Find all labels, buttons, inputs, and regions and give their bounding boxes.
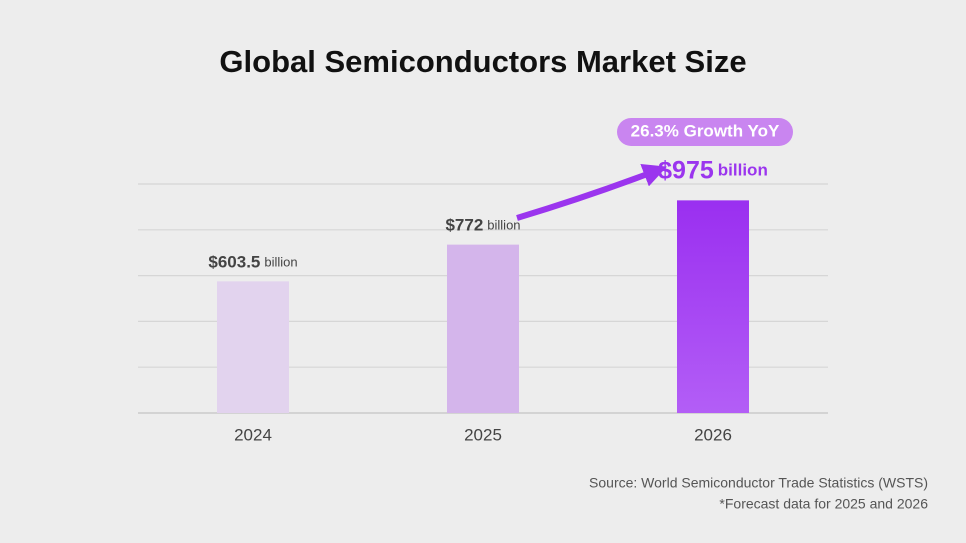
footnote: *Forecast data for 2025 and 2026 <box>719 496 928 512</box>
x-tick-label: 2024 <box>234 425 272 444</box>
plot: 2024 $603.5 billion 2025 $772 billion 2026 $975… <box>138 156 828 444</box>
value-label-number: $975 <box>658 156 714 184</box>
growth-pill <box>617 118 793 146</box>
x-tick-label: 2025 <box>464 425 502 444</box>
growth-arrow <box>516 163 667 221</box>
value-label-unit: billion <box>264 255 297 270</box>
value-label-number: $772 <box>445 216 483 235</box>
value-label: $975 billion <box>658 156 768 184</box>
value-label: $772 billion <box>445 216 520 235</box>
bar <box>217 281 289 413</box>
bar <box>677 200 749 413</box>
x-tick-label: 2026 <box>694 425 732 444</box>
value-label-unit: billion <box>487 218 520 233</box>
growth-annotation: 26.3% Growth YoY <box>631 121 780 140</box>
source: Source: World Semiconductor Trade Statis… <box>589 475 928 491</box>
bar <box>447 244 519 413</box>
value-label-unit: billion <box>718 161 768 180</box>
value-label-number: $603.5 <box>208 253 260 272</box>
value-label: $603.5 billion <box>208 253 297 272</box>
chart-title: Global Semiconductors Market Size <box>219 44 746 79</box>
